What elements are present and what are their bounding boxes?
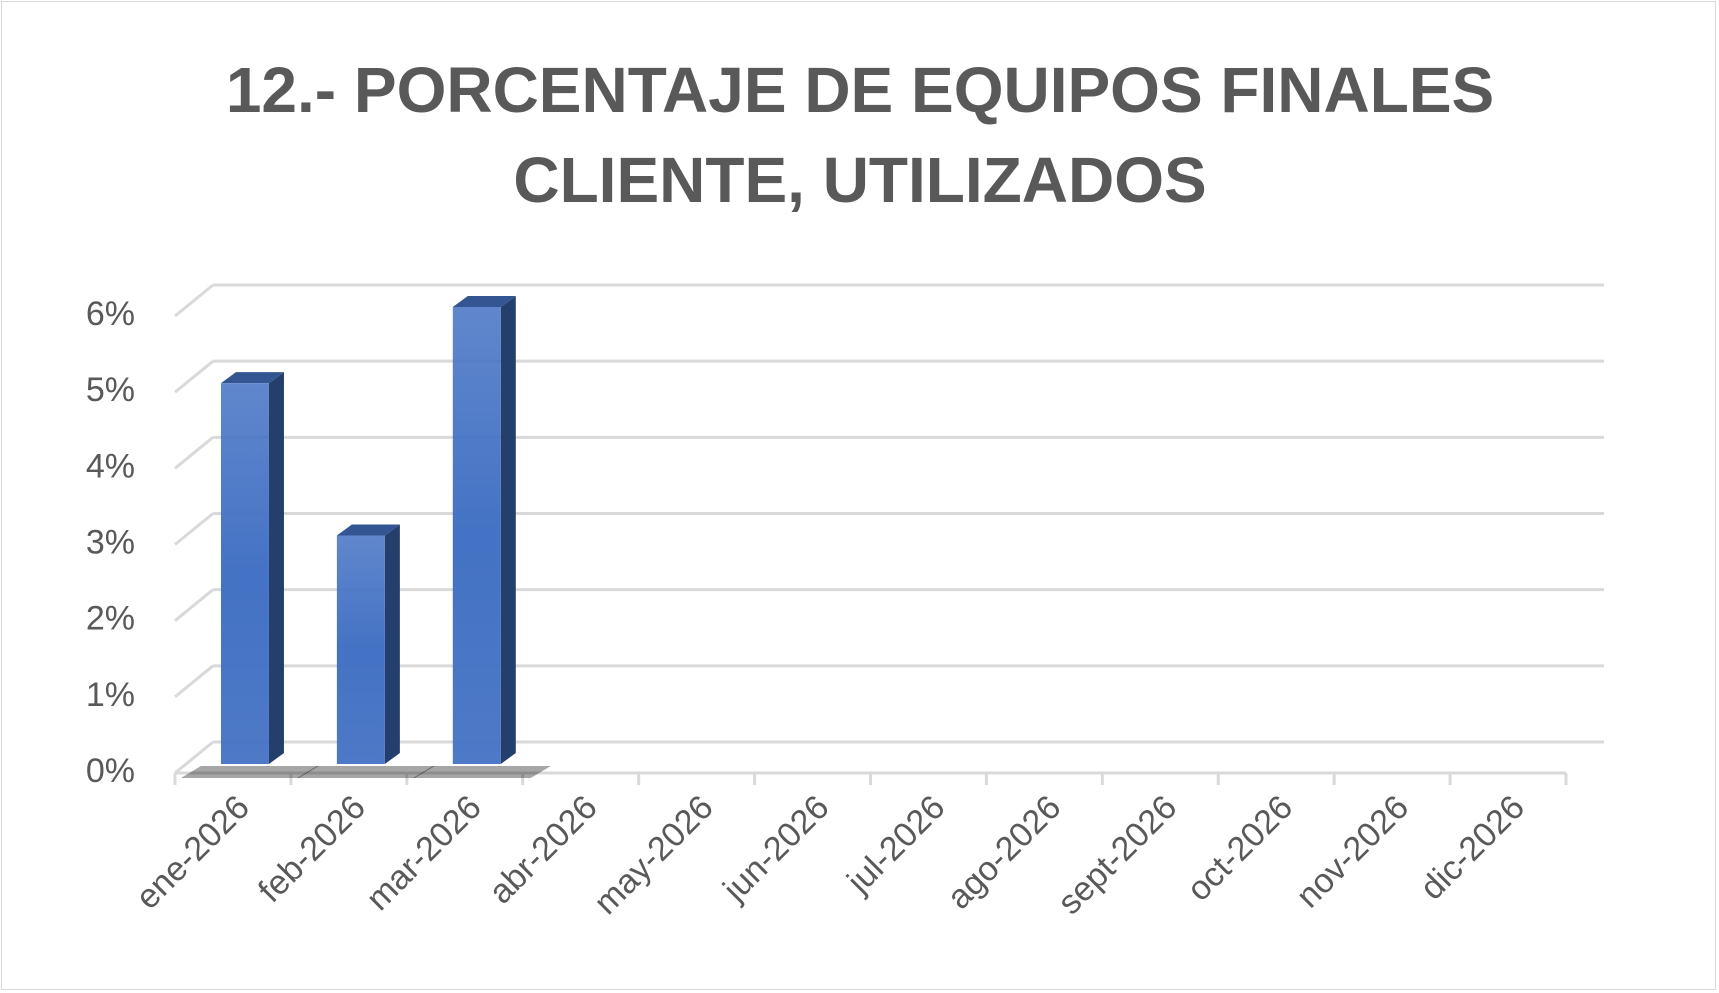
x-tick-label: sept-2026	[1050, 788, 1184, 922]
bar-shadow	[296, 766, 435, 778]
y-tick-label: 3%	[86, 523, 135, 561]
chart-title: 12.- PORCENTAJE DE EQUIPOS FINALES CLIEN…	[225, 54, 1495, 216]
x-tick-label: feb-2026	[251, 788, 373, 910]
bar	[220, 383, 269, 764]
grid-depth	[174, 436, 214, 470]
x-tick-label: jun-2026	[715, 788, 836, 909]
y-tick-label: 2%	[86, 600, 135, 638]
grid-depth	[174, 512, 214, 546]
x-tick-label: mar-2026	[359, 788, 489, 918]
x-tick-label: abr-2026	[482, 788, 605, 911]
bar-shadow	[180, 766, 319, 778]
bar	[336, 535, 385, 764]
bar-top	[220, 372, 284, 384]
x-tick-label: oct-2026	[1180, 788, 1300, 908]
x-tick-label: ago-2026	[940, 788, 1068, 916]
grid-depth	[174, 588, 214, 622]
bar-side	[268, 372, 284, 764]
bar-side	[384, 524, 400, 764]
bar-top	[452, 296, 516, 307]
y-tick-label: 0%	[86, 752, 135, 790]
grid-depth	[174, 360, 214, 394]
grid-depth	[174, 740, 214, 775]
grid-depth	[174, 283, 214, 318]
y-tick-label: 4%	[86, 447, 135, 485]
x-tick-label: dic-2026	[1413, 788, 1532, 907]
y-tick-label: 5%	[86, 371, 135, 409]
bar	[452, 307, 501, 764]
x-tick-label: ene-2026	[128, 788, 256, 916]
bar-side	[500, 296, 516, 764]
y-tick-label: 6%	[86, 295, 135, 333]
grid-depth	[174, 664, 214, 698]
bar-top	[336, 524, 400, 536]
x-tick-label: jul-2026	[839, 788, 952, 901]
x-tick-label: nov-2026	[1289, 788, 1416, 915]
bar-shadow	[412, 766, 551, 778]
x-tick-label: may-2026	[587, 788, 721, 922]
y-tick-label: 1%	[86, 676, 135, 714]
